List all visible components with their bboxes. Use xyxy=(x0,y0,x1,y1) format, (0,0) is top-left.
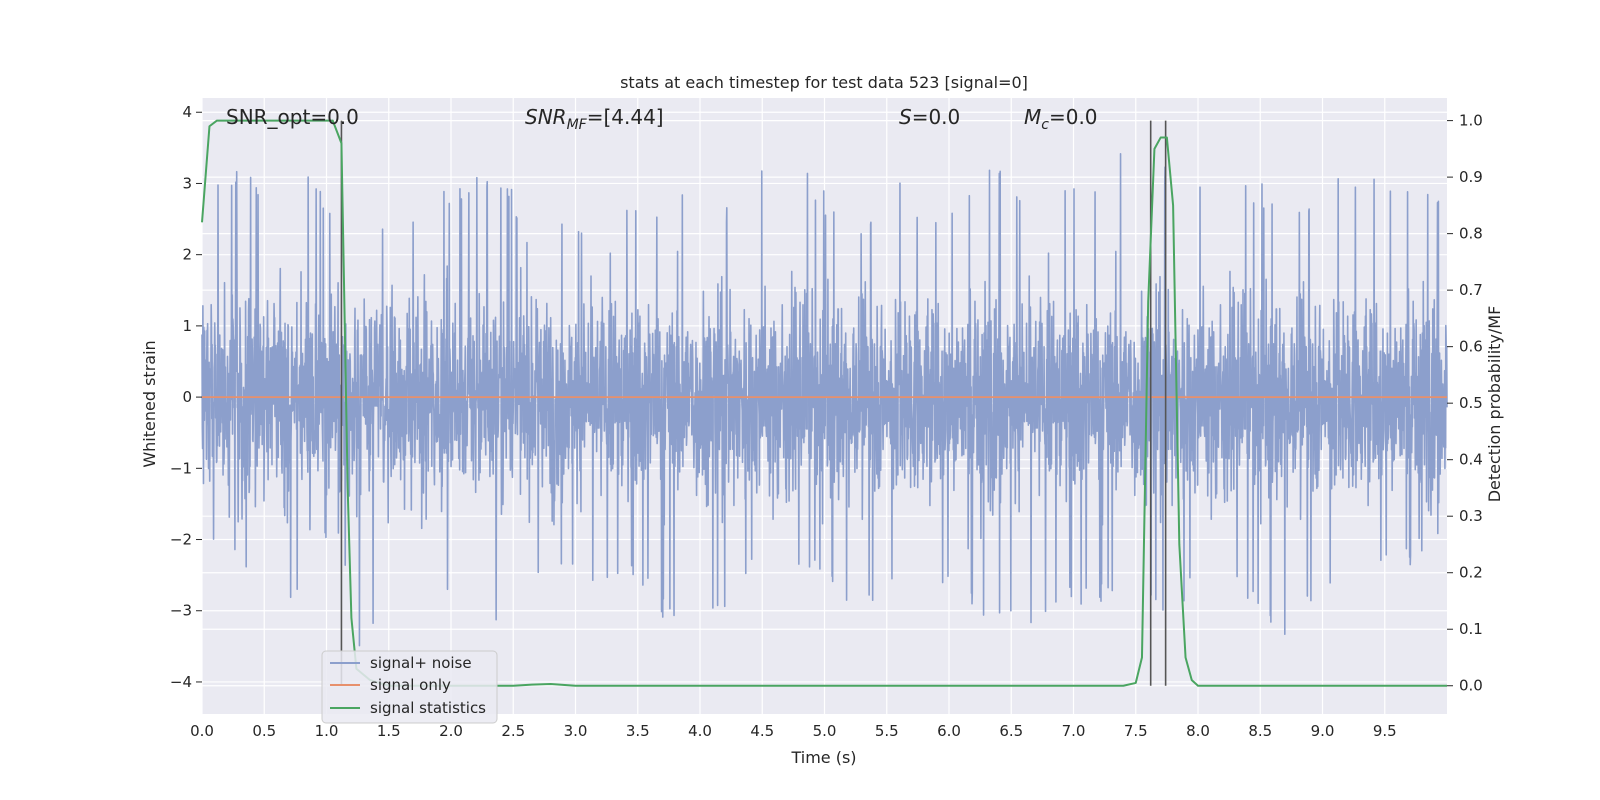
legend-label-signal-only: signal only xyxy=(370,676,451,694)
legend-label-signal-statistics: signal statistics xyxy=(370,699,486,717)
y2-tick-label: 0.3 xyxy=(1459,507,1483,525)
y-tick-label: 3 xyxy=(182,174,192,192)
series-signal-statistics xyxy=(201,119,1447,687)
x-tick-label: 8.5 xyxy=(1248,722,1272,740)
chart-title: stats at each timestep for test data 523… xyxy=(620,73,1028,92)
y2-tick-label: 0.1 xyxy=(1459,620,1483,638)
y-tick-label: −3 xyxy=(170,602,192,620)
x-tick-label: 6.0 xyxy=(937,722,961,740)
annotation-snr-mf: SNRMF=[4.44] xyxy=(525,105,664,133)
annotation-mc: Mc=0.0 xyxy=(1024,105,1098,133)
series-signal-plus-noise xyxy=(201,152,1448,647)
x-tick-label: 5.5 xyxy=(875,722,899,740)
annotation-mc-value: =0.0 xyxy=(1049,105,1098,129)
annotation-snr-mf-sub: MF xyxy=(567,117,588,133)
annotation-snr-mf-main: SNR xyxy=(525,105,567,129)
x-tick-label: 4.0 xyxy=(688,722,712,740)
legend-label-signal-plus-noise: signal+ noise xyxy=(370,654,472,672)
x-tick-label: 3.0 xyxy=(564,722,588,740)
vertical-markers xyxy=(340,120,1167,686)
x-tick-label: 0.5 xyxy=(252,722,276,740)
y-tick-label: 1 xyxy=(182,317,192,335)
x-tick-label: 7.0 xyxy=(1062,722,1086,740)
x-tick-label: 2.5 xyxy=(501,722,525,740)
annotation-s-main: S xyxy=(899,105,912,129)
x-tick-label: 1.5 xyxy=(377,722,401,740)
annotation-snr-mf-value: =[4.44] xyxy=(587,105,664,129)
y2-tick-label: 0.0 xyxy=(1459,677,1483,695)
y-tick-label: −1 xyxy=(170,459,192,477)
x-tick-label: 1.0 xyxy=(315,722,339,740)
y2-tick-label: 0.4 xyxy=(1459,451,1483,469)
x-tick-label: 4.5 xyxy=(750,722,774,740)
y2-tick-label: 0.8 xyxy=(1459,225,1483,243)
statistics-line xyxy=(201,119,1447,687)
annotation-snr-opt: SNR_opt=0.0 xyxy=(226,105,359,129)
axis-ticks: 0.0 0.5 1.0 1.5 2.0 2.5 3.0 3.5 4.0 4.5 5.0 5.5 6.0 6… xyxy=(170,103,1483,740)
y-tick-label: 2 xyxy=(182,246,192,264)
legend-box xyxy=(321,650,498,724)
x-tick-label: 9.0 xyxy=(1311,722,1335,740)
x-tick-label: 8.0 xyxy=(1186,722,1210,740)
x-tick-label: 6.5 xyxy=(999,722,1023,740)
y2-tick-label: 0.2 xyxy=(1459,564,1483,582)
annotation-mc-sub: c xyxy=(1041,117,1049,133)
y-tick-label: −2 xyxy=(170,531,192,549)
y2-tick-label: 0.6 xyxy=(1459,338,1483,356)
y-tick-label: 4 xyxy=(182,103,192,121)
x-tick-label: 3.5 xyxy=(626,722,650,740)
y2-tick-label: 0.7 xyxy=(1459,281,1483,299)
x-tick-label: 0.0 xyxy=(190,722,214,740)
y2-tick-label: 0.5 xyxy=(1459,394,1483,412)
x-axis-label: Time (s) xyxy=(790,748,856,767)
y-tick-label: −4 xyxy=(170,673,192,691)
annotation-s-value: =0.0 xyxy=(912,105,961,129)
y2-axis-label: Detection probability/MF xyxy=(1485,306,1504,503)
y2-tick-label: 0.9 xyxy=(1459,168,1483,186)
x-tick-label: 7.5 xyxy=(1124,722,1148,740)
y-axis-label: Whitened strain xyxy=(140,340,159,467)
x-tick-label: 2.0 xyxy=(439,722,463,740)
noise-trace xyxy=(201,152,1448,647)
x-tick-label: 9.5 xyxy=(1373,722,1397,740)
x-tick-label: 5.0 xyxy=(813,722,837,740)
annotation-mc-main: M xyxy=(1024,105,1041,129)
legend: signal+ noise signal only signal statist… xyxy=(321,650,498,724)
y2-tick-label: 1.0 xyxy=(1459,112,1483,130)
y-tick-label: 0 xyxy=(182,388,192,406)
annotation-s: S=0.0 xyxy=(899,105,960,129)
